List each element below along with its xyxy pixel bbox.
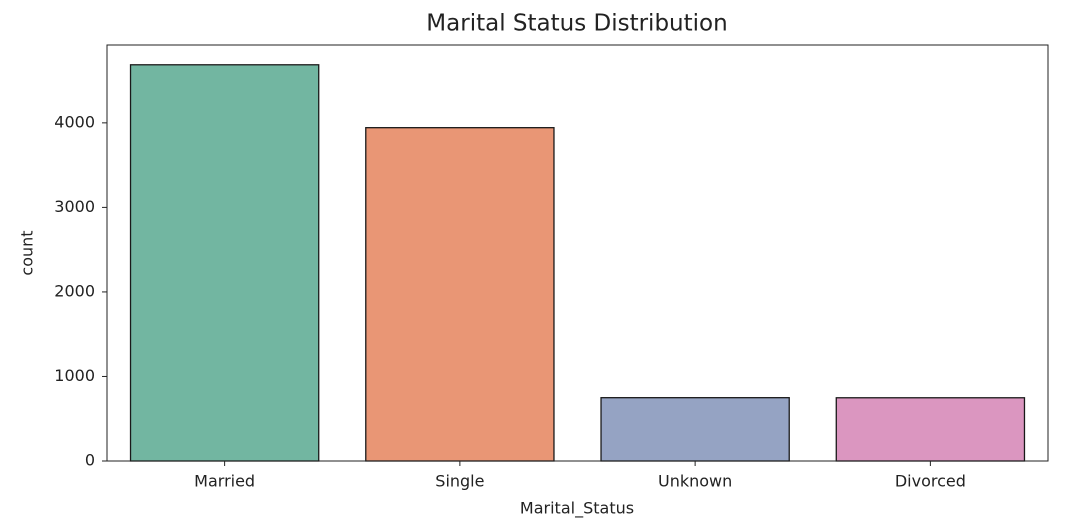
- y-tick-label: 1000: [54, 366, 95, 385]
- y-tick-label: 2000: [54, 281, 95, 300]
- y-tick-label: 4000: [54, 112, 95, 131]
- y-tick-label: 3000: [54, 197, 95, 216]
- x-axis-label: Marital_Status: [520, 499, 634, 519]
- x-tick-label: Unknown: [658, 472, 732, 491]
- bar: [129, 64, 320, 462]
- y-tick-label: 0: [85, 451, 95, 470]
- bar: [600, 397, 790, 462]
- y-axis-label: count: [18, 230, 37, 275]
- plot-frame: [106, 44, 1049, 462]
- bar: [365, 127, 555, 462]
- x-tick-label: Married: [194, 472, 255, 491]
- bar: [835, 397, 1026, 462]
- x-tick-label: Single: [435, 472, 484, 491]
- chart-title: Marital Status Distribution: [426, 11, 727, 37]
- x-tick-label: Divorced: [895, 472, 966, 491]
